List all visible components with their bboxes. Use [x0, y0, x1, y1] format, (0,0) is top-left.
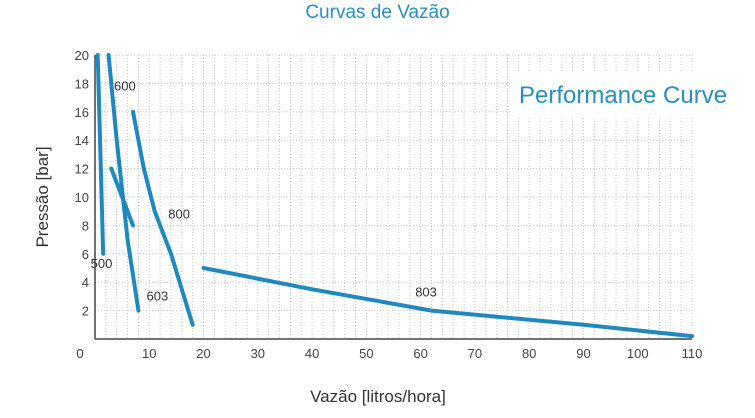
x-tick-label: 20: [196, 346, 210, 361]
y-tick-label: 14: [75, 133, 89, 148]
x-tick-label: 30: [251, 346, 265, 361]
series-label-600: 600: [114, 79, 136, 94]
series-label-500: 500: [91, 256, 113, 271]
x-tick-label: 80: [522, 346, 536, 361]
y-axis-label: Pressão [bar]: [33, 146, 52, 247]
series-label-803: 803: [415, 284, 437, 299]
y-tick-label: 12: [75, 162, 89, 177]
chart-title: Curvas de Vazão: [305, 2, 450, 23]
x-tick-label: 50: [359, 346, 373, 361]
x-tick-label: 90: [576, 346, 590, 361]
y-tick-label: 6: [82, 247, 89, 262]
y-tick-label: 4: [82, 275, 89, 290]
series-label-603: 603: [147, 289, 169, 304]
performance-label-background: [512, 72, 742, 116]
x-tick-label: 60: [413, 346, 427, 361]
performance-curve-label: Performance Curve: [519, 82, 727, 109]
y-tick-label: 8: [82, 218, 89, 233]
y-tick-label: 10: [75, 190, 89, 205]
x-tick-label: 10: [142, 346, 156, 361]
x-tick-label: 110: [682, 346, 703, 361]
y-tick-label: 2: [82, 304, 89, 319]
y-tick-label: 20: [75, 48, 89, 63]
series-line-603: [109, 166, 135, 228]
series-line-500: [95, 53, 106, 256]
x-axis-label: Vazão [litros/hora]: [310, 387, 446, 406]
x-tick-label: 70: [468, 346, 482, 361]
series-line-600: [106, 53, 141, 313]
y-tick-label: 18: [75, 76, 89, 91]
series-label-800: 800: [168, 206, 190, 221]
x-tick-label: 100: [627, 346, 649, 361]
series-line-803: [201, 266, 694, 339]
series-line-800: [130, 109, 195, 327]
x-tick-label: 40: [305, 346, 319, 361]
y-tick-label: 16: [75, 105, 89, 120]
x-tick-label: 0: [76, 346, 83, 361]
